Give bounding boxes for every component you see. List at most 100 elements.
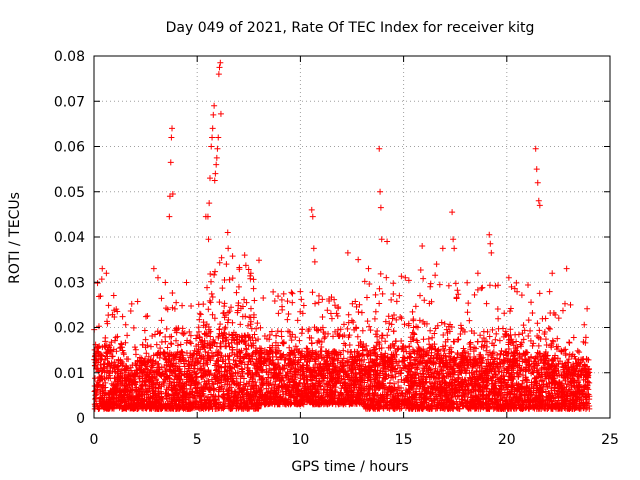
background-point	[107, 348, 114, 355]
background-point	[275, 293, 282, 300]
background-point	[318, 344, 325, 351]
background-point	[99, 368, 106, 375]
background-point	[196, 393, 203, 400]
background-point	[95, 381, 102, 388]
background-point	[221, 330, 228, 337]
background-point	[166, 393, 173, 400]
background-point	[134, 298, 141, 305]
background-point	[241, 361, 248, 368]
background-point	[130, 324, 137, 331]
background-point	[114, 368, 121, 375]
background-point	[252, 405, 259, 412]
background-point	[226, 363, 233, 370]
background-point	[163, 305, 170, 312]
background-point	[225, 387, 232, 394]
background-point	[253, 356, 260, 363]
background-point	[220, 309, 227, 316]
background-point	[217, 343, 224, 350]
background-point	[241, 332, 248, 339]
background-point	[193, 335, 200, 342]
background-point	[225, 356, 232, 363]
background-point	[247, 391, 254, 398]
background-point	[256, 345, 263, 352]
background-point	[133, 392, 140, 399]
background-point	[106, 342, 113, 349]
background-point	[153, 368, 160, 375]
background-point	[237, 379, 244, 386]
background-point	[156, 381, 163, 388]
background-point	[177, 368, 184, 375]
background-point	[217, 350, 224, 357]
background-point	[340, 321, 347, 328]
background-point	[148, 401, 155, 408]
background-point	[252, 392, 259, 399]
background-point	[141, 359, 148, 366]
background-point	[147, 357, 154, 364]
background-point	[196, 367, 203, 374]
background-point	[236, 357, 243, 364]
background-point	[171, 389, 178, 396]
background-point	[177, 341, 184, 348]
background-point	[205, 393, 212, 400]
background-point	[108, 339, 115, 346]
background-point	[141, 327, 148, 334]
background-point	[118, 341, 125, 348]
background-point	[98, 276, 105, 283]
background-point	[211, 387, 218, 394]
background-point	[127, 307, 134, 314]
background-point	[108, 380, 115, 387]
background-point	[245, 342, 252, 349]
background-point	[175, 391, 182, 398]
background-point	[213, 358, 220, 365]
background-point	[138, 382, 145, 389]
background-point	[247, 305, 254, 312]
background-point	[166, 380, 173, 387]
background-point	[137, 392, 144, 399]
background-point	[134, 393, 141, 400]
background-point	[172, 373, 179, 380]
background-point	[216, 386, 223, 393]
background-point	[209, 293, 216, 300]
background-point	[198, 339, 205, 346]
background-point	[145, 398, 152, 405]
background-point	[341, 340, 348, 347]
background-point	[226, 385, 233, 392]
background-point	[223, 368, 230, 375]
background-point	[132, 361, 139, 368]
background-point	[237, 305, 244, 312]
background-point	[209, 342, 216, 349]
background-point	[205, 349, 212, 356]
background-point	[237, 373, 244, 380]
background-point	[118, 395, 125, 402]
background-point	[219, 356, 226, 363]
background-point	[167, 340, 174, 347]
background-point	[174, 342, 181, 349]
background-point	[167, 405, 174, 412]
background-point	[112, 384, 119, 391]
background-point	[146, 383, 153, 390]
background-point	[124, 388, 131, 395]
background-point	[181, 372, 188, 379]
background-point	[242, 402, 249, 409]
background-point	[91, 362, 98, 369]
background-point	[248, 343, 255, 350]
background-point	[177, 358, 184, 365]
background-point	[203, 380, 210, 387]
background-point	[235, 302, 242, 309]
background-point	[233, 375, 240, 382]
background-point	[178, 384, 185, 391]
background-point	[114, 403, 121, 410]
background-point	[252, 378, 259, 385]
background-point	[162, 367, 169, 374]
background-point	[196, 316, 203, 323]
background-point	[102, 334, 109, 341]
background-point	[171, 355, 178, 362]
background-point	[138, 403, 145, 410]
background-point	[139, 397, 146, 404]
background-point	[238, 400, 245, 407]
background-point	[196, 334, 203, 341]
background-point	[187, 374, 194, 381]
background-point	[157, 404, 164, 411]
background-point	[159, 370, 166, 377]
